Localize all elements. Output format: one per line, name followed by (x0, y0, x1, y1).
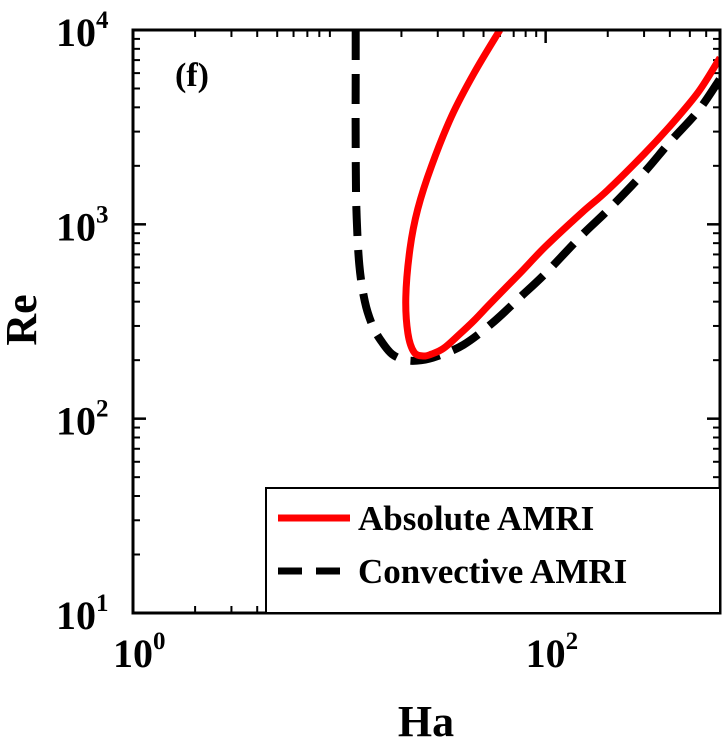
series-group (351, 30, 720, 365)
x-tick-labels: 100 102 (113, 628, 578, 676)
y-tick-label: 102 (56, 396, 109, 444)
panel-label: (f) (175, 57, 209, 94)
legend-label-convective: Convective AMRI (358, 552, 627, 591)
x-axis-label: Ha (398, 697, 454, 744)
series-line-convective (351, 30, 720, 365)
legend-box (265, 487, 721, 614)
y-axis-label: Re (0, 294, 46, 345)
legend-label-absolute: Absolute AMRI (358, 499, 594, 538)
y-tick-labels: 101 102 103 104 (56, 7, 109, 638)
x-tick-label: 100 (113, 628, 166, 676)
series-line-absolute (402, 30, 720, 360)
y-tick-label: 101 (56, 590, 109, 638)
x-tick-label: 102 (526, 628, 579, 676)
legend: Absolute AMRI Convective AMRI (265, 487, 721, 614)
y-tick-label: 104 (56, 7, 109, 55)
y-tick-label: 103 (56, 201, 109, 249)
